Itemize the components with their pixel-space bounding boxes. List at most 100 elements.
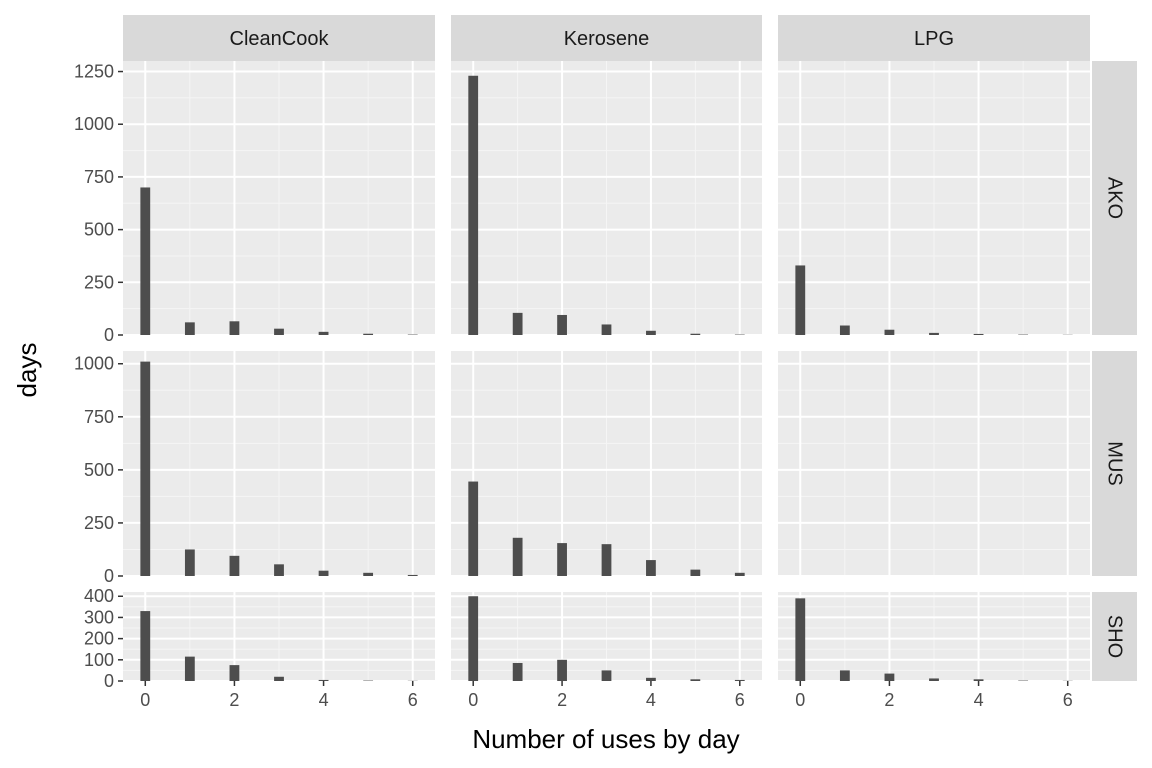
y-tick-label: 0	[104, 566, 114, 586]
bar-cleancook-ako-x0	[140, 187, 151, 335]
bar-kerosene-ako-x0	[468, 75, 479, 335]
bar-lpg-ako-x1	[839, 325, 850, 335]
col-strip-lpg	[778, 15, 1090, 61]
x-tick-label: 4	[319, 690, 329, 710]
bar-kerosene-ako-x2	[557, 314, 567, 335]
y-tick-label: 0	[104, 671, 114, 691]
bar-lpg-ako-x2	[884, 329, 895, 335]
bar-kerosene-mus-x3	[601, 544, 612, 576]
bar-lpg-ako-x4	[973, 333, 984, 335]
col-strip-kerosene	[451, 15, 762, 61]
bar-kerosene-ako-x3	[601, 324, 612, 335]
bar-cleancook-ako-x2	[229, 321, 240, 335]
row-strip-label: SHO	[1104, 615, 1126, 658]
row-strip-label: AKO	[1104, 177, 1126, 219]
bar-lpg-sho-x2	[884, 673, 895, 681]
bar-cleancook-mus-x6	[407, 574, 418, 576]
col-strip-label: CleanCook	[230, 28, 330, 50]
x-tick-label: 6	[408, 690, 418, 710]
bar-kerosene-ako-x4	[646, 330, 656, 335]
bar-lpg-sho-x4	[973, 679, 984, 681]
bar-cleancook-ako-x5	[363, 333, 374, 335]
x-tick-label: 6	[735, 690, 745, 710]
x-tick-label: 2	[884, 690, 894, 710]
bar-cleancook-sho-x0	[140, 611, 151, 681]
row-strip-mus	[1092, 351, 1137, 576]
panel-sho-kerosene	[451, 592, 762, 682]
bar-cleancook-mus-x2	[229, 555, 240, 576]
panels	[123, 61, 1090, 682]
panel-ako-lpg	[778, 61, 1090, 336]
bar-lpg-sho-x1	[839, 670, 850, 681]
bar-kerosene-mus-x5	[690, 569, 701, 576]
bar-kerosene-ako-x5	[690, 333, 701, 335]
bar-cleancook-sho-x3	[274, 676, 284, 681]
panel-sho-cleancook	[123, 592, 435, 682]
x-tick-label: 2	[229, 690, 239, 710]
bar-kerosene-sho-x2	[557, 659, 567, 681]
bar-kerosene-sho-x1	[512, 662, 523, 681]
panel-ako-kerosene	[451, 61, 762, 336]
bar-lpg-sho-x0	[795, 598, 806, 681]
bar-lpg-ako-x3	[929, 332, 939, 335]
axes: 0250500750100012500250500750100001002003…	[74, 62, 1073, 710]
y-tick-label: 200	[84, 629, 114, 649]
x-tick-label: 4	[646, 690, 656, 710]
y-tick-label: 300	[84, 607, 114, 627]
y-tick-label: 400	[84, 586, 114, 606]
x-tick-label: 0	[140, 690, 150, 710]
x-tick-label: 0	[468, 690, 478, 710]
bar-cleancook-sho-x2	[229, 665, 240, 681]
bar-kerosene-sho-x0	[468, 596, 479, 681]
x-tick-label: 0	[795, 690, 805, 710]
bar-kerosene-mus-x0	[468, 481, 479, 576]
bar-kerosene-sho-x3	[601, 670, 612, 681]
bar-lpg-ako-x0	[795, 265, 806, 335]
y-tick-label: 250	[84, 513, 114, 533]
panel-ako-cleancook	[123, 61, 435, 336]
y-tick-label: 750	[84, 407, 114, 427]
y-tick-label: 500	[84, 220, 114, 240]
panel-mus-lpg	[778, 351, 1090, 577]
bar-kerosene-sho-x6	[734, 679, 745, 681]
bar-cleancook-ako-x1	[184, 322, 195, 335]
bar-kerosene-mus-x2	[557, 543, 567, 576]
x-axis-title: Number of uses by day	[472, 724, 739, 754]
bar-cleancook-sho-x1	[184, 656, 195, 681]
y-axis-title: days	[12, 343, 42, 398]
bar-kerosene-mus-x1	[512, 537, 523, 576]
y-tick-label: 0	[104, 325, 114, 345]
y-tick-label: 100	[84, 650, 114, 670]
bar-cleancook-mus-x5	[363, 572, 374, 576]
bar-cleancook-ako-x4	[318, 331, 329, 335]
bar-kerosene-sho-x5	[690, 679, 701, 681]
bar-cleancook-sho-x4	[318, 679, 329, 681]
x-tick-label: 2	[557, 690, 567, 710]
panel-sho-lpg	[778, 592, 1090, 682]
bar-lpg-sho-x3	[929, 678, 939, 681]
col-strip-label: LPG	[914, 28, 954, 50]
bar-cleancook-mus-x1	[184, 549, 195, 576]
strips: AKO MUS SHO CleanCook Kerosene LPG	[123, 15, 1137, 681]
x-tick-label: 4	[974, 690, 984, 710]
panel-mus-cleancook	[123, 351, 435, 577]
row-strip-ako	[1092, 61, 1137, 335]
y-tick-label: 750	[84, 167, 114, 187]
x-tick-label: 6	[1063, 690, 1073, 710]
row-strip-sho	[1092, 592, 1137, 681]
y-tick-label: 1000	[74, 114, 114, 134]
bar-cleancook-mus-x3	[274, 564, 284, 576]
row-strip-label: MUS	[1104, 441, 1126, 485]
panel-mus-kerosene	[451, 351, 762, 577]
bar-cleancook-mus-x0	[140, 361, 151, 576]
col-strip-label: Kerosene	[564, 28, 650, 50]
y-tick-label: 250	[84, 272, 114, 292]
y-tick-label: 1250	[74, 62, 114, 82]
col-strip-cleancook	[123, 15, 435, 61]
y-tick-label: 500	[84, 460, 114, 480]
bar-cleancook-ako-x3	[274, 328, 284, 335]
bar-kerosene-mus-x6	[734, 572, 745, 576]
y-tick-label: 1000	[74, 354, 114, 374]
bar-kerosene-sho-x4	[646, 677, 656, 681]
